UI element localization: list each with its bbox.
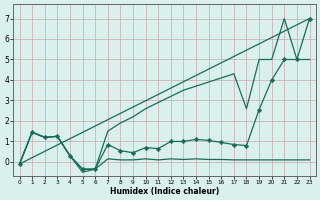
X-axis label: Humidex (Indice chaleur): Humidex (Indice chaleur): [110, 187, 219, 196]
